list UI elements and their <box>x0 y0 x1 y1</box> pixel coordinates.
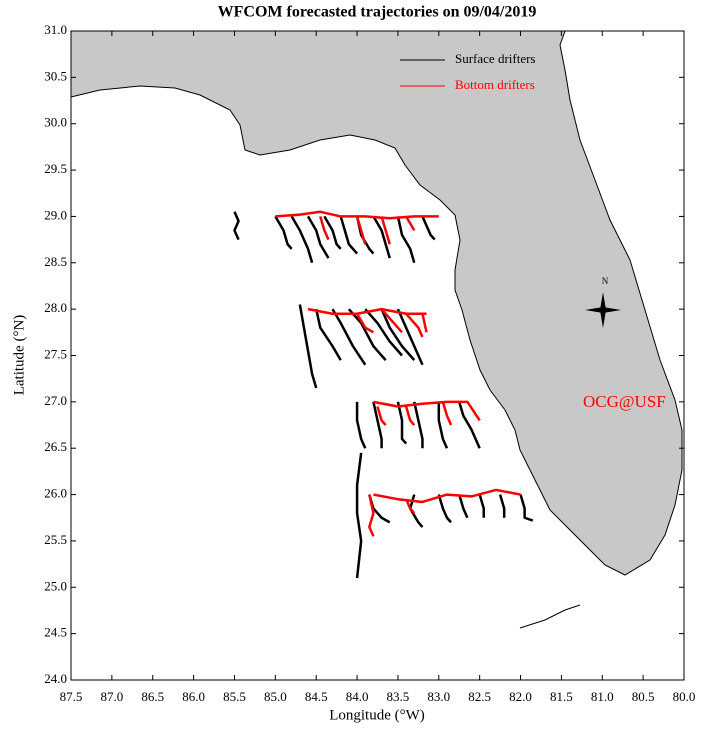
y-tick-label: 28.5 <box>44 254 67 269</box>
y-tick-label: 28.0 <box>44 300 67 315</box>
trajectory <box>307 307 427 316</box>
y-tick-label: 29.5 <box>44 161 67 176</box>
x-tick-label: 85.5 <box>223 689 246 704</box>
x-tick-label: 81.5 <box>550 689 573 704</box>
y-tick-label: 24.5 <box>44 625 67 640</box>
legend-label: Bottom drifters <box>455 77 535 92</box>
trajectory <box>275 210 439 220</box>
x-axis-label: Longitude (°W) <box>329 707 425 723</box>
trajectory <box>413 401 424 449</box>
trajectory <box>437 494 452 524</box>
trajectory <box>372 401 383 449</box>
y-tick-label: 31.0 <box>44 22 67 37</box>
y-tick-label: 27.5 <box>44 346 67 361</box>
trajectory <box>373 400 481 422</box>
trajectory <box>233 211 240 241</box>
trajectory <box>355 452 363 579</box>
y-tick-label: 25.5 <box>44 532 67 547</box>
x-tick-label: 84.5 <box>305 689 328 704</box>
y-tick-label: 26.5 <box>44 439 67 454</box>
trajectory <box>404 406 416 426</box>
x-tick-label: 86.0 <box>182 689 205 704</box>
x-tick-label: 82.0 <box>509 689 532 704</box>
trajectory <box>396 308 424 366</box>
x-tick-label: 83.0 <box>427 689 450 704</box>
y-tick-label: 24.0 <box>44 671 67 686</box>
trajectory <box>478 494 486 518</box>
y-tick-label: 30.5 <box>44 68 67 83</box>
compass: N <box>585 276 621 328</box>
x-tick-label: 80.0 <box>673 689 696 704</box>
y-tick-label: 27.0 <box>44 393 67 408</box>
y-tick-label: 29.0 <box>44 207 67 222</box>
trajectory <box>380 308 416 361</box>
trajectory <box>458 494 469 519</box>
annotation: OCG@USF <box>583 392 666 411</box>
x-tick-label: 82.5 <box>468 689 491 704</box>
trajectory <box>290 215 314 264</box>
trajectory <box>405 312 424 338</box>
trajectory <box>441 401 453 426</box>
y-tick-label: 30.0 <box>44 115 67 130</box>
trajectory <box>458 401 481 449</box>
trajectory <box>331 308 367 366</box>
trajectory <box>319 216 330 241</box>
keys <box>519 604 581 629</box>
compass-label: N <box>602 276 609 286</box>
x-tick-label: 85.0 <box>264 689 287 704</box>
trajectory <box>437 401 449 449</box>
y-tick-label: 25.0 <box>44 578 67 593</box>
x-tick-label: 84.0 <box>346 689 369 704</box>
trajectory <box>368 494 375 537</box>
chart-title: WFCOM forecasted trajectories on 09/04/2… <box>218 4 537 21</box>
trajectory <box>421 313 428 333</box>
x-tick-label: 87.5 <box>60 689 83 704</box>
x-tick-label: 83.5 <box>387 689 410 704</box>
x-tick-label: 86.5 <box>141 689 164 704</box>
trajectory <box>364 308 403 357</box>
x-tick-label: 80.5 <box>632 689 655 704</box>
x-tick-label: 81.0 <box>591 689 614 704</box>
trajectory <box>298 304 318 389</box>
trajectory <box>274 215 293 250</box>
trajectory <box>376 406 387 426</box>
trajectory <box>306 215 330 259</box>
trajectory <box>498 494 506 518</box>
trajectory <box>519 494 534 522</box>
trajectory <box>380 308 403 334</box>
trajectory <box>323 215 342 250</box>
y-axis-label: Latitude (°N) <box>11 315 27 396</box>
land <box>70 30 683 576</box>
trajectory <box>347 308 387 361</box>
trajectory <box>372 215 391 259</box>
trajectory <box>396 216 416 264</box>
trajectory <box>339 216 359 255</box>
y-tick-label: 26.0 <box>44 486 67 501</box>
trajectory <box>355 313 375 334</box>
trajectory <box>405 215 416 231</box>
trajectory <box>373 488 521 504</box>
trajectory <box>404 498 416 514</box>
trajectory <box>355 401 367 449</box>
x-tick-label: 87.0 <box>100 689 123 704</box>
trajectory <box>421 215 436 241</box>
trajectory <box>396 401 408 445</box>
legend-label: Surface drifters <box>455 51 536 66</box>
trajectory <box>314 308 342 361</box>
trajectory <box>380 216 391 245</box>
trajectory <box>355 216 367 245</box>
